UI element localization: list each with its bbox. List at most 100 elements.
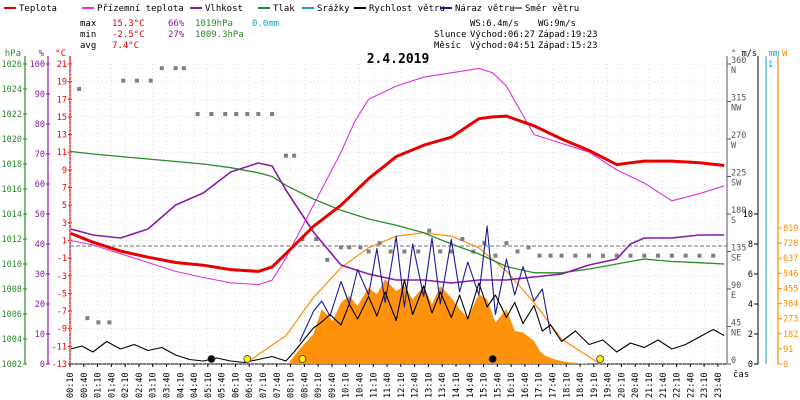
stat-max-temp: 15.3°C <box>112 19 145 29</box>
axis-wind-unit: m/s <box>742 49 757 59</box>
wind-direction-point <box>270 112 275 116</box>
axis-wind-tick-label: 0 <box>748 360 753 370</box>
x-tick-label: 20:40 <box>631 372 641 398</box>
stat-mesic-label: Měsíc <box>434 41 461 51</box>
wind-direction-point <box>148 78 153 83</box>
wind-direction-point <box>358 245 363 250</box>
humidity-line <box>70 162 725 284</box>
axis-press-tick-label: 1010 <box>2 260 22 270</box>
pressure-line <box>70 150 725 274</box>
axis-solar-tick-label: 637 <box>783 254 798 264</box>
x-axis-label: čas <box>733 369 749 380</box>
axis-press-tick-label: 1016 <box>2 185 22 195</box>
legend-label: Srážky <box>317 4 350 14</box>
x-tick-label: 02:10 <box>121 372 131 398</box>
wind-direction-point <box>559 253 564 258</box>
axis-temp-tick-label: 19 <box>57 78 67 88</box>
event-marker <box>596 355 605 363</box>
axis-rain-unit: mm <box>769 49 779 59</box>
axis-hum-tick-label: 60 <box>35 180 45 190</box>
x-tick-label: 08:10 <box>287 372 297 398</box>
wind-direction-point <box>460 237 465 241</box>
axis-hum-tick-label: 80 <box>35 120 45 130</box>
stat-slunce-label: Slunce <box>434 30 467 40</box>
axis-dir-tick-label: 225 SW <box>731 169 746 189</box>
temperature-line <box>70 114 725 273</box>
x-tick-label: 14:10 <box>452 372 462 398</box>
axis-solar-tick-label: 182 <box>783 330 798 340</box>
x-tick-label: 23:10 <box>700 372 710 398</box>
wind-direction-point <box>628 253 633 258</box>
axis-solar-tick-label: 364 <box>783 300 798 310</box>
x-tick-label: 19:10 <box>590 372 600 398</box>
axis-hum-tick-label: 70 <box>35 150 45 160</box>
wind-direction-point <box>292 153 297 158</box>
axis-hum-tick-label: 90 <box>35 90 45 100</box>
legend-label: Náraz větru <box>455 4 515 14</box>
axis-dir-tick-label: 135 SE <box>731 244 746 264</box>
axis-hum-tick-label: 20 <box>35 300 45 310</box>
axis-hum-tick-label: 50 <box>35 210 45 220</box>
wind-direction-point <box>377 241 382 246</box>
axis-temp-tick-label: -3 <box>57 272 67 282</box>
wind-direction-point <box>347 245 352 250</box>
axis-wind-tick-label: 10 <box>743 210 753 220</box>
wind-direction-point <box>107 320 112 325</box>
wind-direction-point <box>427 228 432 233</box>
axis-temp-tick-label: 1 <box>62 236 67 246</box>
x-tick-label: 06:10 <box>231 372 241 398</box>
x-tick-label: 05:40 <box>218 372 228 398</box>
chart-title: 2.4.2019 <box>367 52 430 67</box>
axis-press-tick-label: 1024 <box>2 85 22 95</box>
axis-press-tick-label: 1004 <box>2 335 22 345</box>
axis-solar-tick-label: 728 <box>783 239 798 249</box>
x-tick-label: 12:10 <box>397 372 407 398</box>
wind-direction-point <box>642 253 647 258</box>
x-tick-label: 15:40 <box>493 372 503 398</box>
x-tick-label: 23:40 <box>714 372 724 398</box>
wind-direction-point <box>711 253 716 258</box>
x-tick-label: 12:40 <box>411 372 421 398</box>
axis-dir-tick-label: 360 N <box>731 56 746 76</box>
axis-press-tick-label: 1018 <box>2 160 22 170</box>
stat-moon-set: Západ:15:23 <box>538 41 598 51</box>
axis-temp-tick-label: 3 <box>62 219 67 229</box>
stat-max-label: max <box>80 19 97 29</box>
x-tick-label: 09:10 <box>314 372 324 398</box>
wind-direction-point <box>314 237 319 241</box>
axis-dir-tick-label: 45 NE <box>731 319 741 339</box>
axis-press-tick-label: 1006 <box>2 310 22 320</box>
wind-direction-point <box>600 253 605 258</box>
x-tick-label: 18:10 <box>562 372 572 398</box>
axes: hPa1026102410221020101810161014101210101… <box>2 49 799 370</box>
wind-direction-point <box>669 253 674 258</box>
x-tick-label: 18:40 <box>576 372 586 398</box>
wind-direction-point <box>402 249 407 254</box>
event-marker <box>488 355 497 363</box>
x-tick-label: 10:10 <box>342 372 352 398</box>
event-marker <box>207 355 216 363</box>
x-tick-label: 21:10 <box>645 372 655 398</box>
legend: Teplota Přízemní teplota Vlhkost Tlak Srážky… <box>4 4 579 14</box>
wind-direction-point <box>366 249 371 254</box>
x-tick-label: 05:10 <box>204 372 214 398</box>
axis-hum-tick-label: 30 <box>35 270 45 280</box>
wind-direction-point <box>209 112 214 116</box>
wind-direction-point <box>121 78 126 83</box>
x-tick-label: 22:40 <box>686 372 696 398</box>
axis-wind-tick-label: 8 <box>748 240 753 250</box>
x-tick-label: 01:10 <box>94 372 104 398</box>
wind-direction-point <box>195 112 200 116</box>
axis-temp-tick-label: -5 <box>57 289 67 299</box>
event-marker <box>298 355 307 363</box>
wind-direction-point <box>438 249 443 254</box>
axis-press-tick-label: 1014 <box>2 210 22 220</box>
x-tick-label: 22:10 <box>673 372 683 398</box>
wind-direction-point <box>283 153 288 158</box>
x-tick-label: 04:40 <box>190 372 200 398</box>
axis-press-tick-label: 1022 <box>2 110 22 120</box>
axis-press-tick-label: 1002 <box>2 360 22 370</box>
axis-dir-tick-label: 315 NW <box>731 94 746 114</box>
